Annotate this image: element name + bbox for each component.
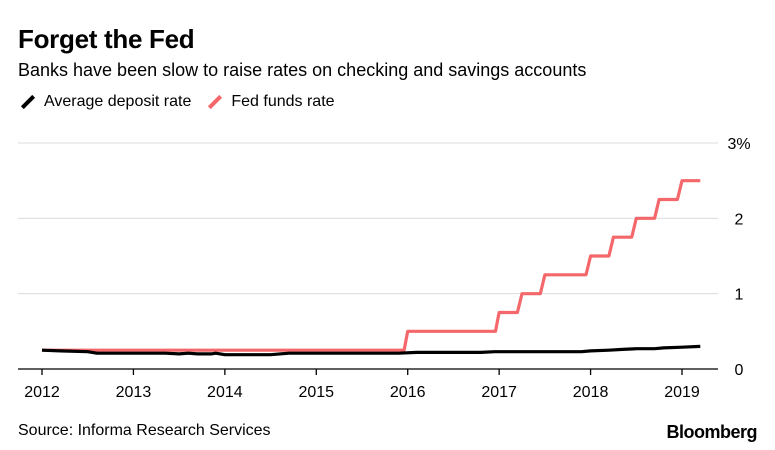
y-tick-label-1: 1 bbox=[735, 287, 744, 304]
legend: Average deposit rate Fed funds rate bbox=[18, 93, 349, 111]
x-tick-label-1: 2013 bbox=[116, 384, 152, 401]
x-tick-label-0: 2012 bbox=[24, 384, 60, 401]
y-tick-label-3: 3% bbox=[727, 136, 750, 153]
x-tick-label-3: 2015 bbox=[298, 384, 334, 401]
y-tick-label-0: 0 bbox=[735, 362, 744, 379]
x-tick-label-2: 2014 bbox=[207, 384, 243, 401]
legend-item-fed: Fed funds rate bbox=[205, 93, 335, 111]
chart-title: Forget the Fed bbox=[18, 24, 195, 54]
x-tick-label-5: 2017 bbox=[481, 384, 517, 401]
y-tick-label-2: 2 bbox=[735, 211, 744, 228]
legend-label-fed: Fed funds rate bbox=[231, 93, 335, 110]
source-note: Source: Informa Research Services bbox=[18, 422, 271, 439]
chart-subtitle: Banks have been slow to raise rates on c… bbox=[18, 60, 587, 80]
x-tick-label-7: 2019 bbox=[664, 384, 700, 401]
legend-item-deposit: Average deposit rate bbox=[18, 93, 191, 111]
x-tick-label-4: 2016 bbox=[390, 384, 426, 401]
series-line-fed-funds-rate bbox=[42, 179, 701, 352]
legend-label-deposit: Average deposit rate bbox=[44, 93, 192, 110]
x-tick-label-6: 2018 bbox=[573, 384, 609, 401]
brand-logo: Bloomberg bbox=[666, 422, 757, 442]
series-line-average-deposit-rate bbox=[41, 344, 701, 357]
